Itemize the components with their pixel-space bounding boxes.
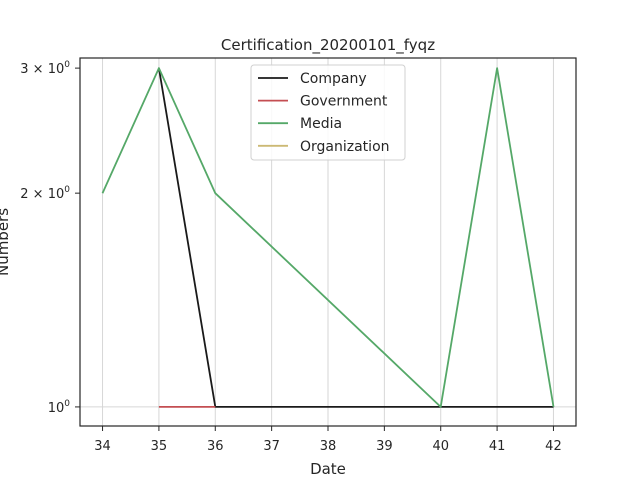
y-tick-base: 10 [48,62,65,77]
y-tick-coefficient: 2 × [20,187,47,202]
legend: Company Government Media Organization [250,64,406,161]
series-line-media [101,67,555,408]
y-tick-exponent: 0 [64,60,70,70]
y-tick-exponent: 0 [64,399,70,409]
x-axis-ticks: 34 35 36 37 38 39 40 41 42 [94,426,562,454]
y-tick-coefficient: 3 × [20,62,47,77]
legend-label: Company [300,71,367,87]
legend-label: Media [300,116,342,132]
series-layer [101,67,555,408]
y-tick-base: 10 [48,187,65,202]
x-tick-label: 38 [320,439,337,454]
x-tick-label: 36 [207,439,224,454]
legend-box [250,64,406,161]
x-tick-label: 35 [151,439,168,454]
y-axis-title: Numbers [0,208,12,276]
x-axis-title: Date [310,460,346,478]
y-tick-exponent: 0 [64,185,70,195]
y-tick-base: 10 [48,401,65,416]
x-tick-label: 39 [376,439,393,454]
y-tick-label: 2 × 100 [20,185,70,202]
y-tick-label: 100 [48,399,71,416]
x-tick-label: 40 [432,439,449,454]
x-tick-label: 42 [545,439,562,454]
x-tick-label: 41 [489,439,506,454]
legend-label: Government [300,94,388,110]
y-tick-label: 3 × 100 [20,60,70,77]
x-tick-label: 37 [263,439,280,454]
x-tick-label: 34 [94,439,111,454]
chart-title: Certification_20200101_fyqz [221,36,435,55]
legend-label: Organization [300,139,390,155]
series-line-company [158,67,554,408]
